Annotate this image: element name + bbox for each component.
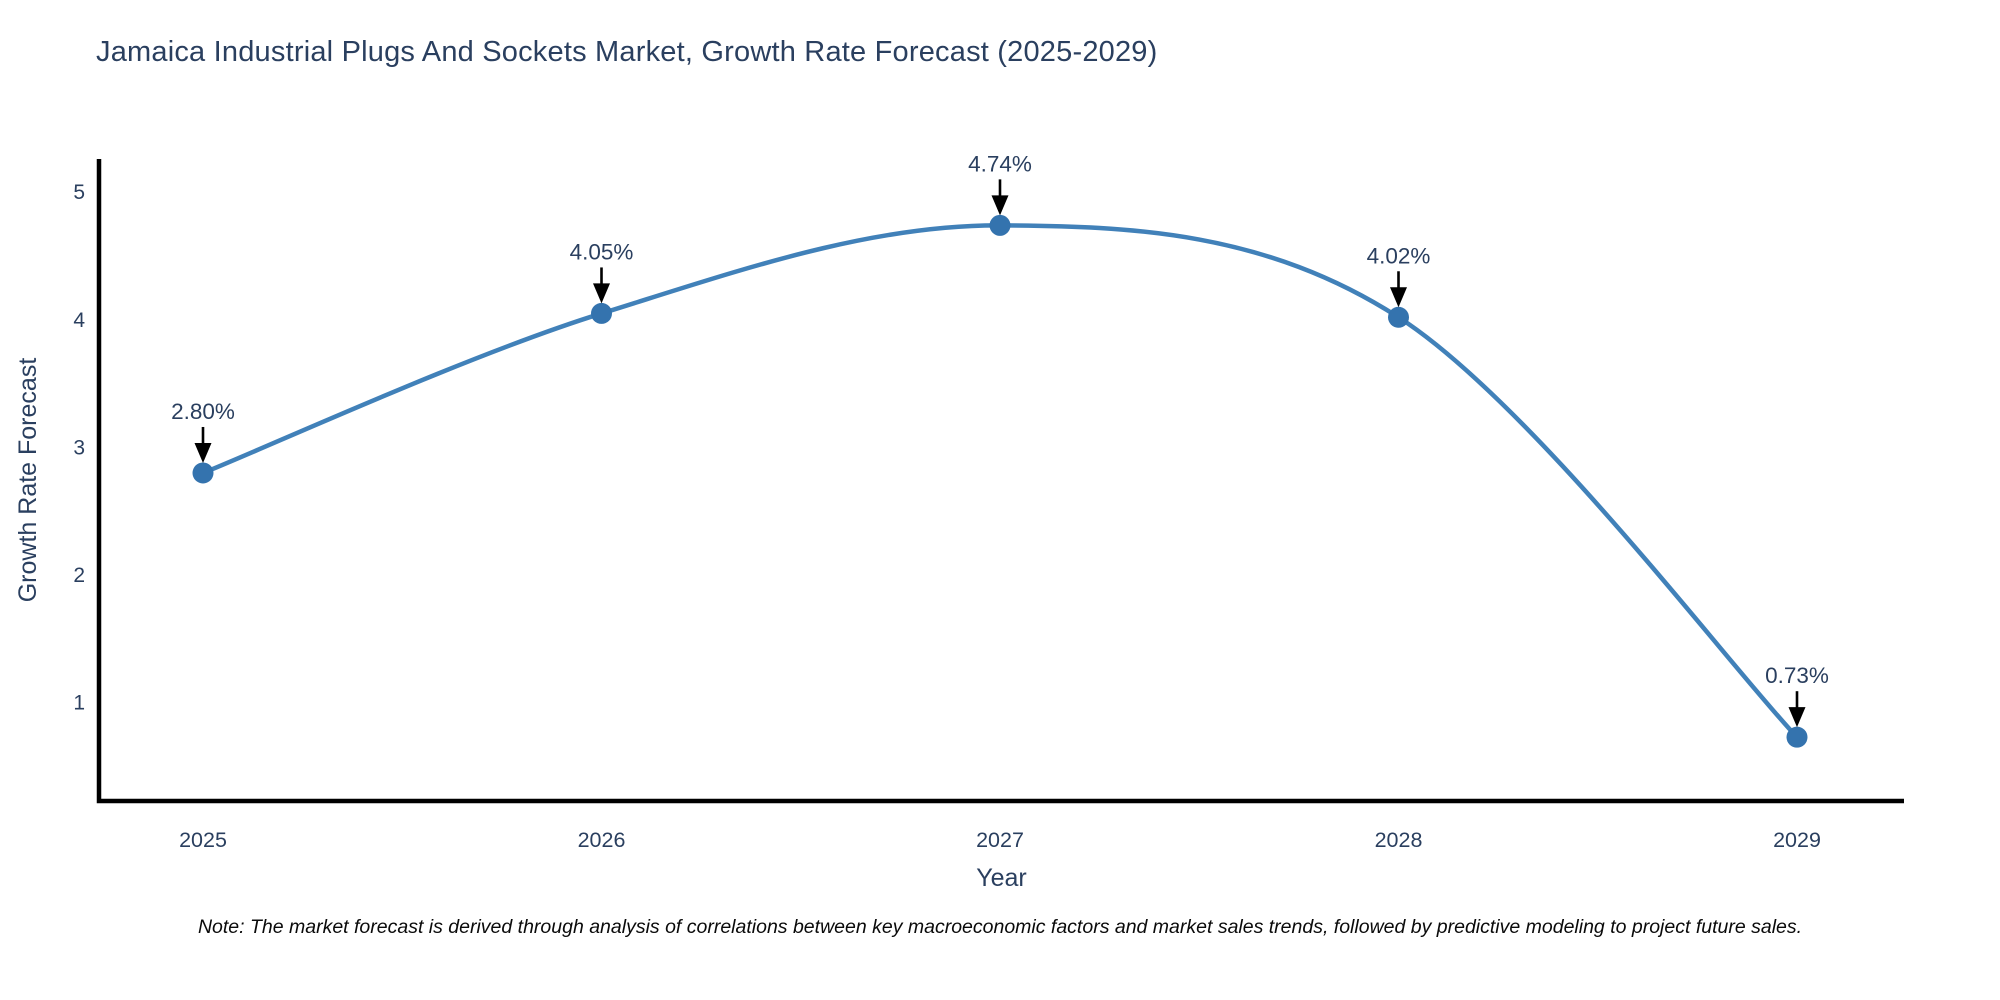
data-point-marker [989, 214, 1011, 236]
x-tick-label: 2028 [1375, 828, 1423, 852]
y-tick-label: 4 [73, 309, 85, 332]
y-tick-label: 5 [73, 181, 85, 204]
data-point-label: 0.73% [1765, 663, 1829, 688]
axis-spines [96, 159, 1904, 804]
data-point-marker [1786, 726, 1808, 748]
y-axis-title: Growth Rate Forecast [14, 358, 42, 603]
data-point-marker [192, 462, 214, 484]
annotation-arrowhead [1390, 287, 1407, 308]
annotation-arrowhead [1788, 707, 1806, 728]
y-tick-label: 2 [73, 564, 85, 587]
annotation-arrowhead [991, 195, 1009, 216]
data-point-label: 2.80% [171, 399, 235, 424]
annotation-arrowhead [593, 283, 610, 304]
data-point-label: 4.74% [968, 151, 1032, 176]
data-point-marker [1388, 306, 1409, 328]
x-tick-label: 2026 [578, 828, 626, 852]
y-tick-label: 3 [73, 436, 85, 459]
chart-title: Jamaica Industrial Plugs And Sockets Mar… [96, 36, 1158, 68]
x-tick-label: 2027 [976, 828, 1024, 852]
data-point-label: 4.05% [570, 239, 634, 264]
y-tick-label: 1 [73, 692, 85, 715]
x-tick-label: 2029 [1773, 828, 1821, 852]
x-tick-label: 2025 [179, 828, 227, 852]
annotation-arrowhead [194, 442, 212, 463]
data-point-label: 4.02% [1367, 243, 1431, 268]
footnote: Note: The market forecast is derived thr… [197, 916, 1803, 938]
series-line [202, 223, 1799, 739]
data-point-marker [591, 302, 612, 324]
x-axis-title: Year [976, 864, 1027, 892]
